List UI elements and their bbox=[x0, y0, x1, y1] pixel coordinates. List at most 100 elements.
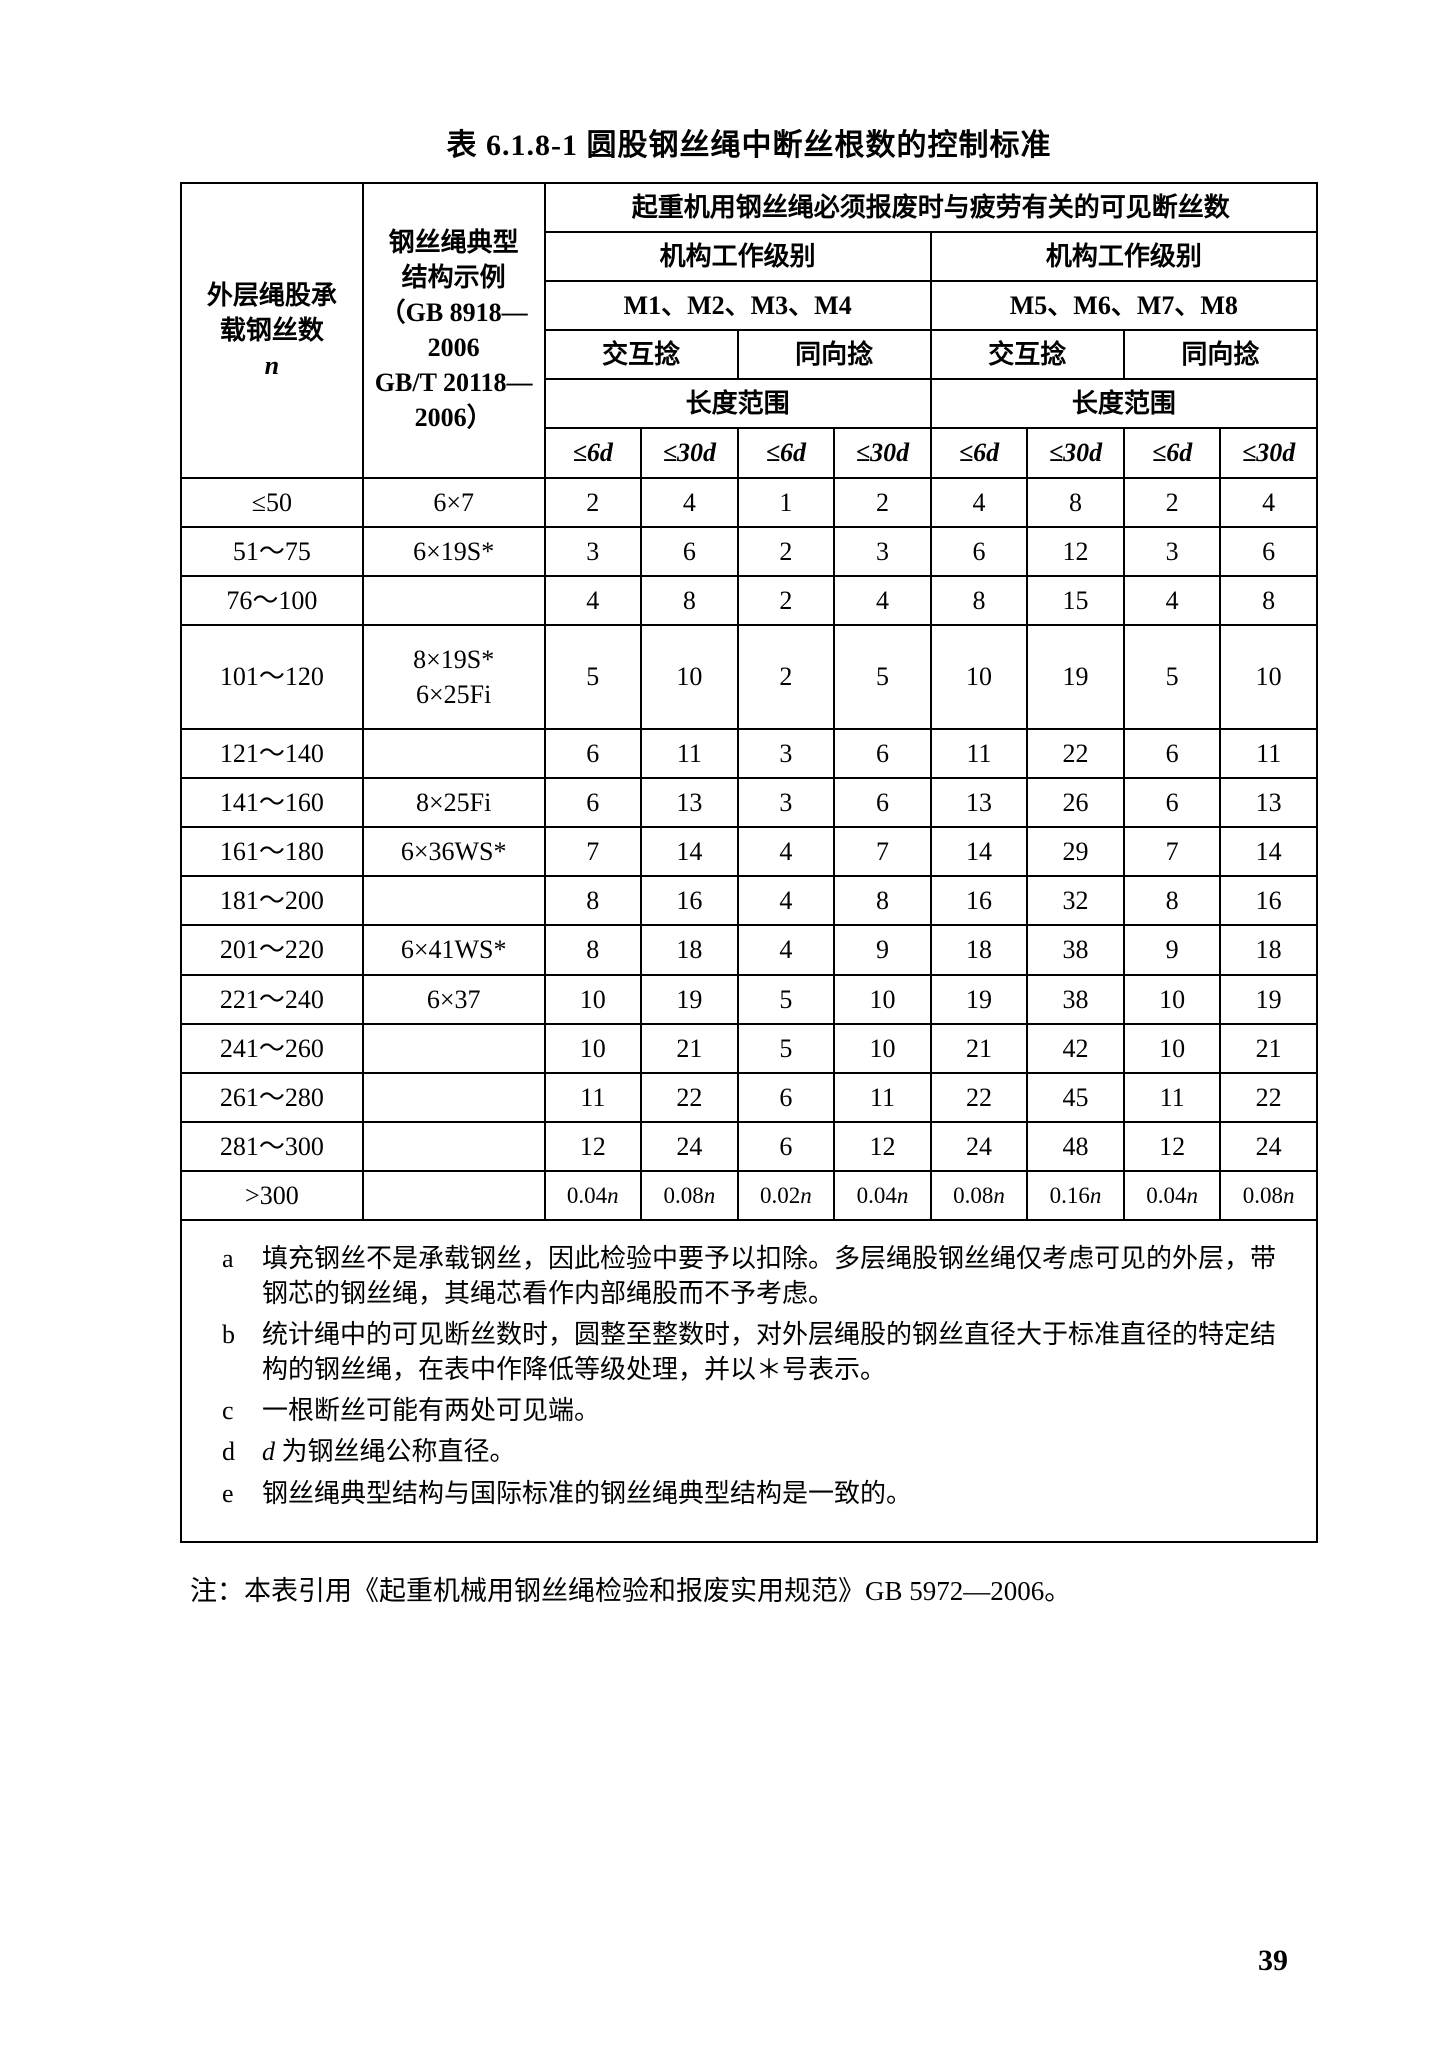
hdr-col2-l2: 结构示例 bbox=[402, 263, 506, 292]
cell-value: 5 bbox=[834, 625, 931, 729]
cell-n: 121～140 bbox=[181, 729, 363, 778]
cell-value: 10 bbox=[641, 625, 738, 729]
cell-value: 4 bbox=[1220, 478, 1317, 527]
cell-value: 7 bbox=[834, 827, 931, 876]
hdr-col2-l6: 2006） bbox=[415, 403, 493, 432]
table-body: ≤506×72412482451～756×19S*36236123676～100… bbox=[181, 478, 1317, 1220]
cell-value: 11 bbox=[641, 729, 738, 778]
table-row: 221～2406×37101951019381019 bbox=[181, 975, 1317, 1024]
cell-value: 19 bbox=[1027, 625, 1124, 729]
note-text: 一根断丝可能有两处可见端。 bbox=[262, 1393, 1286, 1428]
table-row: 181～200816481632816 bbox=[181, 876, 1317, 925]
note-row: c一根断丝可能有两处可见端。 bbox=[222, 1393, 1286, 1428]
note-text: 填充钢丝不是承载钢丝，因此检验中要予以扣除。多层绳股钢丝绳仅考虑可见的外层，带钢… bbox=[262, 1241, 1286, 1311]
cell-value: 32 bbox=[1027, 876, 1124, 925]
standards-table: 外层绳股承 载钢丝数 n 钢丝绳典型 结构示例 （GB 8918— 2006 G… bbox=[180, 182, 1318, 1543]
cell-value: 3 bbox=[545, 527, 642, 576]
cell-value: 4 bbox=[1124, 576, 1221, 625]
cell-example: 8×25Fi bbox=[363, 778, 545, 827]
table-row: >3000.04n0.08n0.02n0.04n0.08n0.16n0.04n0… bbox=[181, 1171, 1317, 1220]
cell-value: 2 bbox=[738, 625, 835, 729]
hdr-col1-l1: 外层绳股承 bbox=[207, 281, 337, 310]
cell-n: 76～100 bbox=[181, 576, 363, 625]
notes-container: a填充钢丝不是承载钢丝，因此检验中要予以扣除。多层绳股钢丝绳仅考虑可见的外层，带… bbox=[222, 1241, 1286, 1511]
cell-n: 141～160 bbox=[181, 778, 363, 827]
cell-value: 10 bbox=[834, 975, 931, 1024]
note-row: a填充钢丝不是承载钢丝，因此检验中要予以扣除。多层绳股钢丝绳仅考虑可见的外层，带… bbox=[222, 1241, 1286, 1311]
hdr-6d-1: ≤6d bbox=[545, 428, 642, 477]
cell-example: 6×19S* bbox=[363, 527, 545, 576]
cell-n: ≤50 bbox=[181, 478, 363, 527]
hdr-structure-example: 钢丝绳典型 结构示例 （GB 8918— 2006 GB/T 20118— 20… bbox=[363, 183, 545, 478]
table-row: 161～1806×36WS*714471429714 bbox=[181, 827, 1317, 876]
table-row: 121～140611361122611 bbox=[181, 729, 1317, 778]
cell-value: 11 bbox=[545, 1073, 642, 1122]
cell-example: 6×7 bbox=[363, 478, 545, 527]
cell-value: 9 bbox=[1124, 925, 1221, 974]
hdr-top-span: 起重机用钢丝绳必须报废时与疲劳有关的可见断丝数 bbox=[545, 183, 1317, 232]
cell-value: 2 bbox=[738, 576, 835, 625]
cell-value: 13 bbox=[641, 778, 738, 827]
cell-value: 38 bbox=[1027, 975, 1124, 1024]
cell-value: 16 bbox=[641, 876, 738, 925]
cell-value: 0.04n bbox=[834, 1171, 931, 1220]
hdr-twist-4: 同向捻 bbox=[1124, 330, 1317, 379]
hdr-col2-l3: （GB 8918— bbox=[380, 298, 528, 327]
cell-value: 6 bbox=[1220, 527, 1317, 576]
cell-value: 16 bbox=[1220, 876, 1317, 925]
cell-value: 48 bbox=[1027, 1122, 1124, 1171]
note-label: e bbox=[222, 1476, 262, 1511]
cell-value: 10 bbox=[1124, 975, 1221, 1024]
cell-value: 15 bbox=[1027, 576, 1124, 625]
table-row: 141～1608×25Fi613361326613 bbox=[181, 778, 1317, 827]
cell-example bbox=[363, 1073, 545, 1122]
cell-value: 8 bbox=[931, 576, 1028, 625]
cell-value: 8 bbox=[1124, 876, 1221, 925]
notes-cell: a填充钢丝不是承载钢丝，因此检验中要予以扣除。多层绳股钢丝绳仅考虑可见的外层，带… bbox=[181, 1220, 1317, 1542]
cell-value: 3 bbox=[834, 527, 931, 576]
cell-value: 13 bbox=[1220, 778, 1317, 827]
cell-value: 8 bbox=[1220, 576, 1317, 625]
cell-value: 24 bbox=[641, 1122, 738, 1171]
cell-value: 8 bbox=[1027, 478, 1124, 527]
cell-value: 5 bbox=[738, 1024, 835, 1073]
cell-value: 5 bbox=[1124, 625, 1221, 729]
hdr-6d-2: ≤6d bbox=[738, 428, 835, 477]
cell-n: >300 bbox=[181, 1171, 363, 1220]
note-row: e钢丝绳典型结构与国际标准的钢丝绳典型结构是一致的。 bbox=[222, 1476, 1286, 1511]
cell-value: 11 bbox=[931, 729, 1028, 778]
cell-value: 4 bbox=[641, 478, 738, 527]
page: 表 6.1.8-1 圆股钢丝绳中断丝根数的控制标准 外层绳股承 载钢丝数 n 钢… bbox=[0, 0, 1448, 2048]
cell-value: 2 bbox=[1124, 478, 1221, 527]
cell-value: 13 bbox=[931, 778, 1028, 827]
hdr-30d-4: ≤30d bbox=[1220, 428, 1317, 477]
hdr-6d-3: ≤6d bbox=[931, 428, 1028, 477]
hdr-col1-l2: 载钢丝数 bbox=[220, 316, 324, 345]
cell-value: 12 bbox=[1027, 527, 1124, 576]
cell-value: 10 bbox=[545, 1024, 642, 1073]
cell-value: 0.08n bbox=[641, 1171, 738, 1220]
note-label: a bbox=[222, 1241, 262, 1276]
cell-value: 21 bbox=[1220, 1024, 1317, 1073]
cell-value: 6 bbox=[931, 527, 1028, 576]
hdr-range-right: 长度范围 bbox=[931, 379, 1317, 428]
cell-example bbox=[363, 1122, 545, 1171]
hdr-range-left: 长度范围 bbox=[545, 379, 931, 428]
cell-value: 14 bbox=[641, 827, 738, 876]
hdr-m-right: M5、M6、M7、M8 bbox=[931, 281, 1317, 330]
cell-value: 3 bbox=[738, 778, 835, 827]
hdr-level-left: 机构工作级别 bbox=[545, 232, 931, 281]
cell-value: 11 bbox=[1124, 1073, 1221, 1122]
cell-value: 4 bbox=[738, 876, 835, 925]
cell-value: 5 bbox=[738, 975, 835, 1024]
note-label: c bbox=[222, 1393, 262, 1428]
page-number: 39 bbox=[1258, 1944, 1288, 1978]
note-label: d bbox=[222, 1434, 262, 1469]
table-row: 101～1208×19S*6×25Fi510251019510 bbox=[181, 625, 1317, 729]
cell-value: 8 bbox=[641, 576, 738, 625]
cell-value: 3 bbox=[738, 729, 835, 778]
cell-value: 14 bbox=[1220, 827, 1317, 876]
cell-value: 22 bbox=[1027, 729, 1124, 778]
cell-value: 2 bbox=[834, 478, 931, 527]
cell-value: 26 bbox=[1027, 778, 1124, 827]
